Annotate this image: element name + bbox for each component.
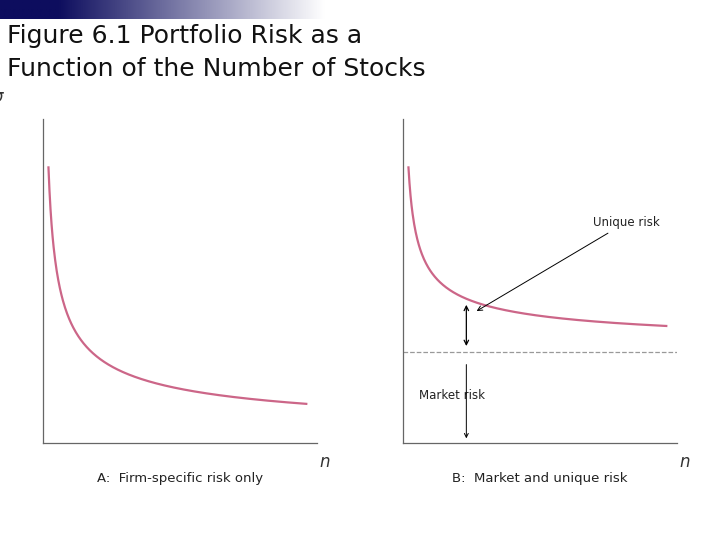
Text: Market risk: Market risk — [419, 389, 485, 402]
Text: n: n — [680, 453, 690, 470]
Text: Unique risk: Unique risk — [477, 216, 660, 310]
Text: Figure 6.1 Portfolio Risk as a: Figure 6.1 Portfolio Risk as a — [7, 24, 362, 48]
Text: B:  Market and unique risk: B: Market and unique risk — [452, 472, 628, 485]
Text: n: n — [320, 453, 330, 470]
Text: A:  Firm-specific risk only: A: Firm-specific risk only — [97, 472, 263, 485]
Text: Function of the Number of Stocks: Function of the Number of Stocks — [7, 57, 426, 80]
Text: σ: σ — [0, 88, 4, 106]
